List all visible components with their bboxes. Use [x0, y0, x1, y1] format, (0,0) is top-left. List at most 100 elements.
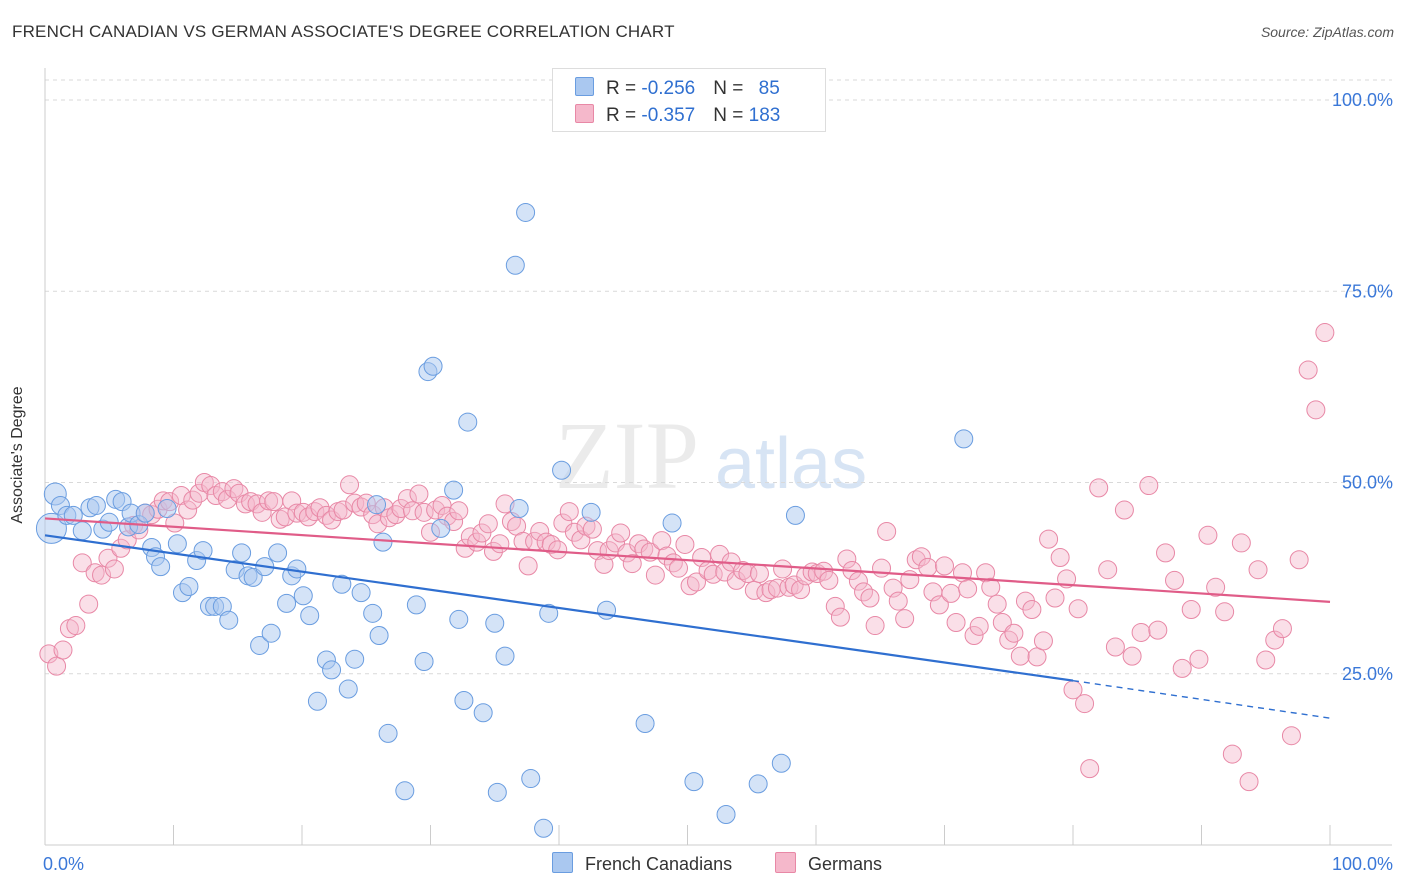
point-german: [414, 502, 434, 522]
point-german: [1172, 658, 1192, 678]
point-german: [98, 548, 118, 568]
point-german: [906, 550, 926, 570]
point-german: [305, 502, 325, 522]
point-german: [1256, 650, 1276, 670]
chart-title: FRENCH CANADIAN VS GERMAN ASSOCIATE'S DE…: [12, 22, 675, 41]
point-french-canadian: [322, 660, 342, 680]
point-german: [1022, 599, 1042, 619]
point-german: [1298, 360, 1318, 380]
point-german: [756, 583, 776, 603]
watermark-zip: ZIP: [555, 402, 699, 509]
point-german: [969, 616, 989, 636]
point-german: [1165, 570, 1185, 590]
point-german: [911, 547, 931, 567]
point-german: [958, 579, 978, 599]
point-german: [1315, 323, 1335, 343]
point-german: [275, 507, 295, 527]
point-german: [877, 521, 897, 541]
point-french-canadian: [395, 781, 415, 801]
point-german: [779, 577, 799, 597]
point-german: [582, 519, 602, 539]
point-german: [987, 594, 1007, 614]
point-french-canadian: [449, 609, 469, 629]
point-french-canadian: [167, 534, 187, 554]
point-french-canadian: [157, 499, 177, 519]
point-french-canadian: [716, 805, 736, 825]
point-german: [1098, 560, 1118, 580]
point-french-canadian: [338, 679, 358, 699]
point-german: [941, 583, 961, 603]
legend-n-value: 85: [758, 78, 780, 99]
point-german: [726, 570, 746, 590]
point-french-canadian: [232, 543, 252, 563]
point-german: [79, 594, 99, 614]
bottom-legend-swatch-blue: [552, 852, 573, 873]
point-french-canadian: [444, 480, 464, 500]
legend-n-label: N =: [713, 78, 749, 99]
point-french-canadian: [351, 583, 371, 603]
bottom-legend-swatch-pink: [775, 852, 796, 873]
point-french-canadian: [72, 521, 92, 541]
point-german: [888, 591, 908, 611]
point-german: [1248, 560, 1268, 580]
point-french-canadian: [539, 603, 559, 623]
point-german: [235, 494, 255, 514]
point-german: [1114, 500, 1134, 520]
point-german: [825, 596, 845, 616]
point-german: [1105, 637, 1125, 657]
point-french-canadian: [369, 626, 389, 645]
trend-line-french-canadians: [44, 534, 1074, 682]
point-german: [391, 499, 411, 519]
point-german: [104, 559, 124, 579]
point-french-canadian: [332, 574, 352, 594]
legend-r-label: R =: [606, 78, 642, 99]
point-german: [1222, 744, 1242, 764]
point-german: [270, 509, 290, 529]
point-german: [553, 513, 573, 533]
point-german: [1004, 623, 1024, 643]
point-german: [1272, 619, 1292, 639]
point-german: [669, 558, 689, 578]
legend-n-value: 183: [748, 105, 781, 126]
point-german: [1050, 547, 1070, 567]
point-german: [1027, 647, 1047, 667]
point-french-canadian: [268, 543, 288, 563]
point-french-canadian: [662, 513, 682, 533]
point-french-canadian: [495, 646, 515, 666]
point-german: [1139, 476, 1159, 496]
point-french-canadian: [454, 691, 474, 711]
point-french-canadian: [423, 356, 443, 376]
point-german: [530, 521, 550, 541]
point-german: [1039, 529, 1059, 549]
point-french-canadian: [485, 613, 505, 633]
point-french-canadian: [35, 512, 67, 544]
point-french-canadian: [261, 623, 281, 643]
y-tick-label: 75.0%: [1342, 281, 1393, 301]
point-german: [1131, 622, 1151, 642]
point-french-canadian: [635, 713, 655, 733]
point-german: [733, 560, 753, 580]
legend-row-french-canadians: R = -0.256 N = 85: [575, 77, 780, 100]
point-french-canadian: [363, 603, 383, 623]
y-tick-label: 25.0%: [1342, 664, 1393, 684]
x-tick-label: 100.0%: [1332, 854, 1393, 874]
point-german: [645, 565, 665, 585]
point-german: [860, 588, 880, 608]
point-german: [47, 656, 67, 676]
point-german: [66, 616, 86, 636]
point-french-canadian: [431, 518, 451, 538]
point-french-canadian: [748, 774, 768, 794]
point-german: [559, 502, 579, 522]
point-german: [201, 476, 221, 496]
point-german: [830, 607, 850, 627]
point-german: [409, 484, 429, 504]
point-german: [1080, 759, 1100, 779]
point-german: [397, 489, 417, 509]
point-german: [1045, 588, 1065, 608]
point-french-canadian: [250, 635, 270, 655]
point-german: [675, 534, 695, 554]
point-german: [1010, 646, 1030, 666]
point-french-canadian: [86, 495, 106, 515]
point-german: [541, 534, 561, 554]
